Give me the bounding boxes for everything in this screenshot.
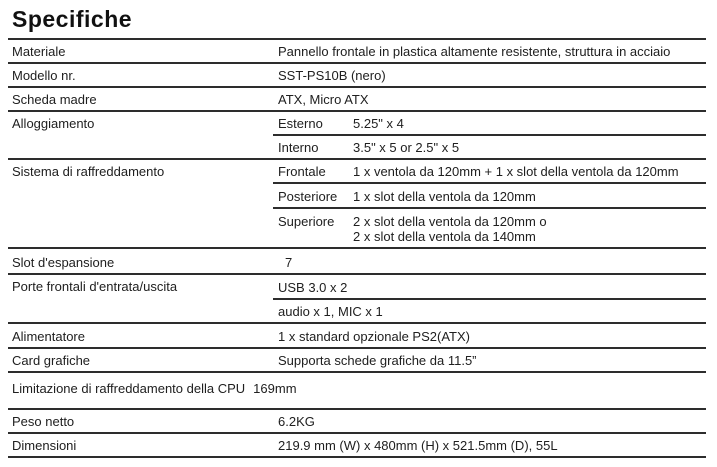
- row-label: Materiale: [12, 44, 66, 59]
- spec-row-scheda-madre: Scheda madre ATX, Micro ATX: [8, 86, 706, 110]
- row-label: Alimentatore: [12, 329, 85, 344]
- row-label: Alloggiamento: [12, 116, 95, 131]
- row-value: 7: [285, 255, 293, 270]
- spec-row-peso-netto: Peso netto 6.2KG: [8, 408, 706, 432]
- row-value: 6.2KG: [278, 414, 315, 429]
- row-label: Card grafiche: [12, 353, 91, 368]
- spec-row-slot-espansione: Slot d'espansione 7: [8, 247, 706, 273]
- row-value: 219.9 mm (W) x 480mm (H) x 521.5mm (D), …: [278, 438, 558, 453]
- subrow-group: Frontale 1 x ventola da 120mm + 1 x slot…: [273, 160, 706, 247]
- subrow-label: Esterno: [278, 116, 323, 131]
- row-label: Limitazione di raffreddamento della CPU: [12, 381, 246, 396]
- spec-table: Materiale Pannello frontale in plastica …: [8, 38, 706, 458]
- subrow-group: USB 3.0 x 2 audio x 1, MIC x 1: [273, 275, 706, 322]
- spec-row-alimentatore: Alimentatore 1 x standard opzionale PS2(…: [8, 322, 706, 347]
- subrow-interno: Interno 3.5" x 5 or 2.5" x 5: [273, 134, 706, 158]
- row-label: Dimensioni: [12, 438, 77, 453]
- spec-row-alloggiamento: Alloggiamento Esterno 5.25" x 4 Interno …: [8, 110, 706, 158]
- row-value: 169mm: [253, 381, 297, 396]
- subrow-value: 5.25" x 4: [353, 116, 404, 131]
- row-label: Modello nr.: [12, 68, 76, 83]
- subrow-group: Esterno 5.25" x 4 Interno 3.5" x 5 or 2.…: [273, 112, 706, 158]
- row-value: Pannello frontale in plastica altamente …: [278, 44, 671, 59]
- row-value: ATX, Micro ATX: [278, 92, 369, 107]
- subrow-value: 2 x slot della ventola da 120mm o 2 x sl…: [353, 214, 547, 244]
- subrow-posteriore: Posteriore 1 x slot della ventola da 120…: [273, 182, 706, 207]
- subrow-value: audio x 1, MIC x 1: [278, 304, 383, 319]
- subrow-usb: USB 3.0 x 2: [273, 275, 706, 298]
- subrow-audio: audio x 1, MIC x 1: [273, 298, 706, 322]
- subrow-value: 3.5" x 5 or 2.5" x 5: [353, 140, 460, 155]
- row-value: Supporta schede grafiche da 11.5”: [278, 353, 477, 368]
- spec-row-raffreddamento: Sistema di raffreddamento Frontale 1 x v…: [8, 158, 706, 247]
- subrow-label: Posteriore: [278, 189, 338, 204]
- row-value: SST-PS10B (nero): [278, 68, 386, 83]
- row-label: Scheda madre: [12, 92, 97, 107]
- subrow-superiore: Superiore 2 x slot della ventola da 120m…: [273, 207, 706, 247]
- spec-row-materiale: Materiale Pannello frontale in plastica …: [8, 38, 706, 62]
- subrow-label: Interno: [278, 140, 319, 155]
- spec-row-card-grafiche: Card grafiche Supporta schede grafiche d…: [8, 347, 706, 371]
- subrow-value: 1 x slot della ventola da 120mm: [353, 189, 536, 204]
- row-label: Peso netto: [12, 414, 75, 429]
- spec-row-limitazione-cpu: Limitazione di raffreddamento della CPU …: [8, 371, 706, 408]
- subrow-label: Frontale: [278, 164, 326, 179]
- row-label: Sistema di raffreddamento: [12, 164, 165, 179]
- subrow-frontale: Frontale 1 x ventola da 120mm + 1 x slot…: [273, 160, 706, 182]
- spec-row-modello: Modello nr. SST-PS10B (nero): [8, 62, 706, 86]
- row-label: Porte frontali d'entrata/uscita: [12, 279, 178, 294]
- spec-row-dimensioni: Dimensioni 219.9 mm (W) x 480mm (H) x 52…: [8, 432, 706, 456]
- spec-row-porte-frontali: Porte frontali d'entrata/uscita USB 3.0 …: [8, 273, 706, 322]
- subrow-value: USB 3.0 x 2: [278, 280, 348, 295]
- subrow-value: 1 x ventola da 120mm + 1 x slot della ve…: [353, 164, 679, 179]
- subrow-esterno: Esterno 5.25" x 4: [273, 112, 706, 134]
- row-label: Slot d'espansione: [12, 255, 115, 270]
- row-value: 1 x standard opzionale PS2(ATX): [278, 329, 470, 344]
- page-title: Specifiche: [12, 6, 133, 32]
- subrow-label: Superiore: [278, 214, 335, 229]
